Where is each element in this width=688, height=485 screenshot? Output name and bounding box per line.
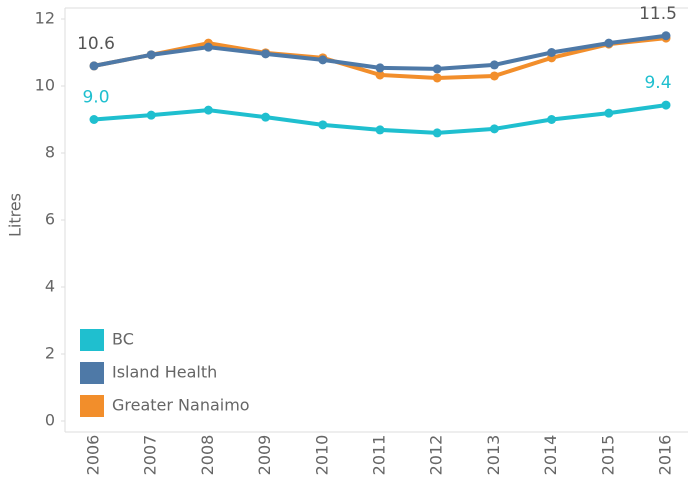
x-tick-label: 2009 xyxy=(255,435,274,476)
x-tick-label: 2015 xyxy=(598,435,617,476)
legend-label: Greater Nanaimo xyxy=(112,396,250,415)
point xyxy=(661,31,671,41)
y-tick-label: 8 xyxy=(45,143,55,162)
legend-swatch xyxy=(80,362,104,384)
point xyxy=(375,63,385,73)
point xyxy=(547,48,557,57)
point xyxy=(318,55,328,65)
x-tick-label: 2013 xyxy=(484,435,503,476)
point xyxy=(661,100,671,110)
point xyxy=(432,73,442,83)
data-label: 10.6 xyxy=(77,34,115,54)
x-tick-label: 2011 xyxy=(370,435,389,476)
x-tick-label: 2014 xyxy=(541,435,560,476)
point xyxy=(604,38,614,48)
y-tick-label: 6 xyxy=(45,210,55,229)
point xyxy=(89,115,99,124)
legend-label: Island Health xyxy=(112,363,217,382)
point xyxy=(261,112,271,122)
x-tick-label: 2008 xyxy=(198,435,217,476)
point xyxy=(547,115,557,124)
point xyxy=(318,120,328,130)
point xyxy=(146,50,156,60)
x-tick-label: 2012 xyxy=(427,435,446,476)
legend-swatch xyxy=(80,395,104,417)
point xyxy=(604,108,614,118)
point xyxy=(489,60,499,70)
legend-label: BC xyxy=(112,330,134,349)
point xyxy=(432,64,442,74)
y-tick-label: 12 xyxy=(35,9,55,28)
point xyxy=(489,124,499,134)
point xyxy=(432,128,442,138)
point xyxy=(89,61,99,71)
y-tick-label: 4 xyxy=(45,277,55,296)
y-tick-label: 2 xyxy=(45,344,55,363)
y-axis-label: Litres xyxy=(6,193,25,237)
point xyxy=(489,71,499,81)
x-tick-label: 2007 xyxy=(141,435,160,476)
y-tick-label: 0 xyxy=(45,411,55,430)
point xyxy=(375,70,385,80)
point xyxy=(146,110,156,120)
x-tick-label: 2016 xyxy=(656,435,675,476)
x-tick-label: 2010 xyxy=(312,435,331,476)
data-label: 9.4 xyxy=(644,73,671,93)
data-label: 11.5 xyxy=(639,4,677,24)
point xyxy=(203,105,213,115)
point xyxy=(203,42,213,52)
data-label: 9.0 xyxy=(82,88,109,108)
point xyxy=(375,125,385,135)
legend-swatch xyxy=(80,329,104,351)
y-tick-label: 10 xyxy=(35,76,55,95)
x-tick-label: 2006 xyxy=(84,435,103,476)
point xyxy=(261,49,271,59)
